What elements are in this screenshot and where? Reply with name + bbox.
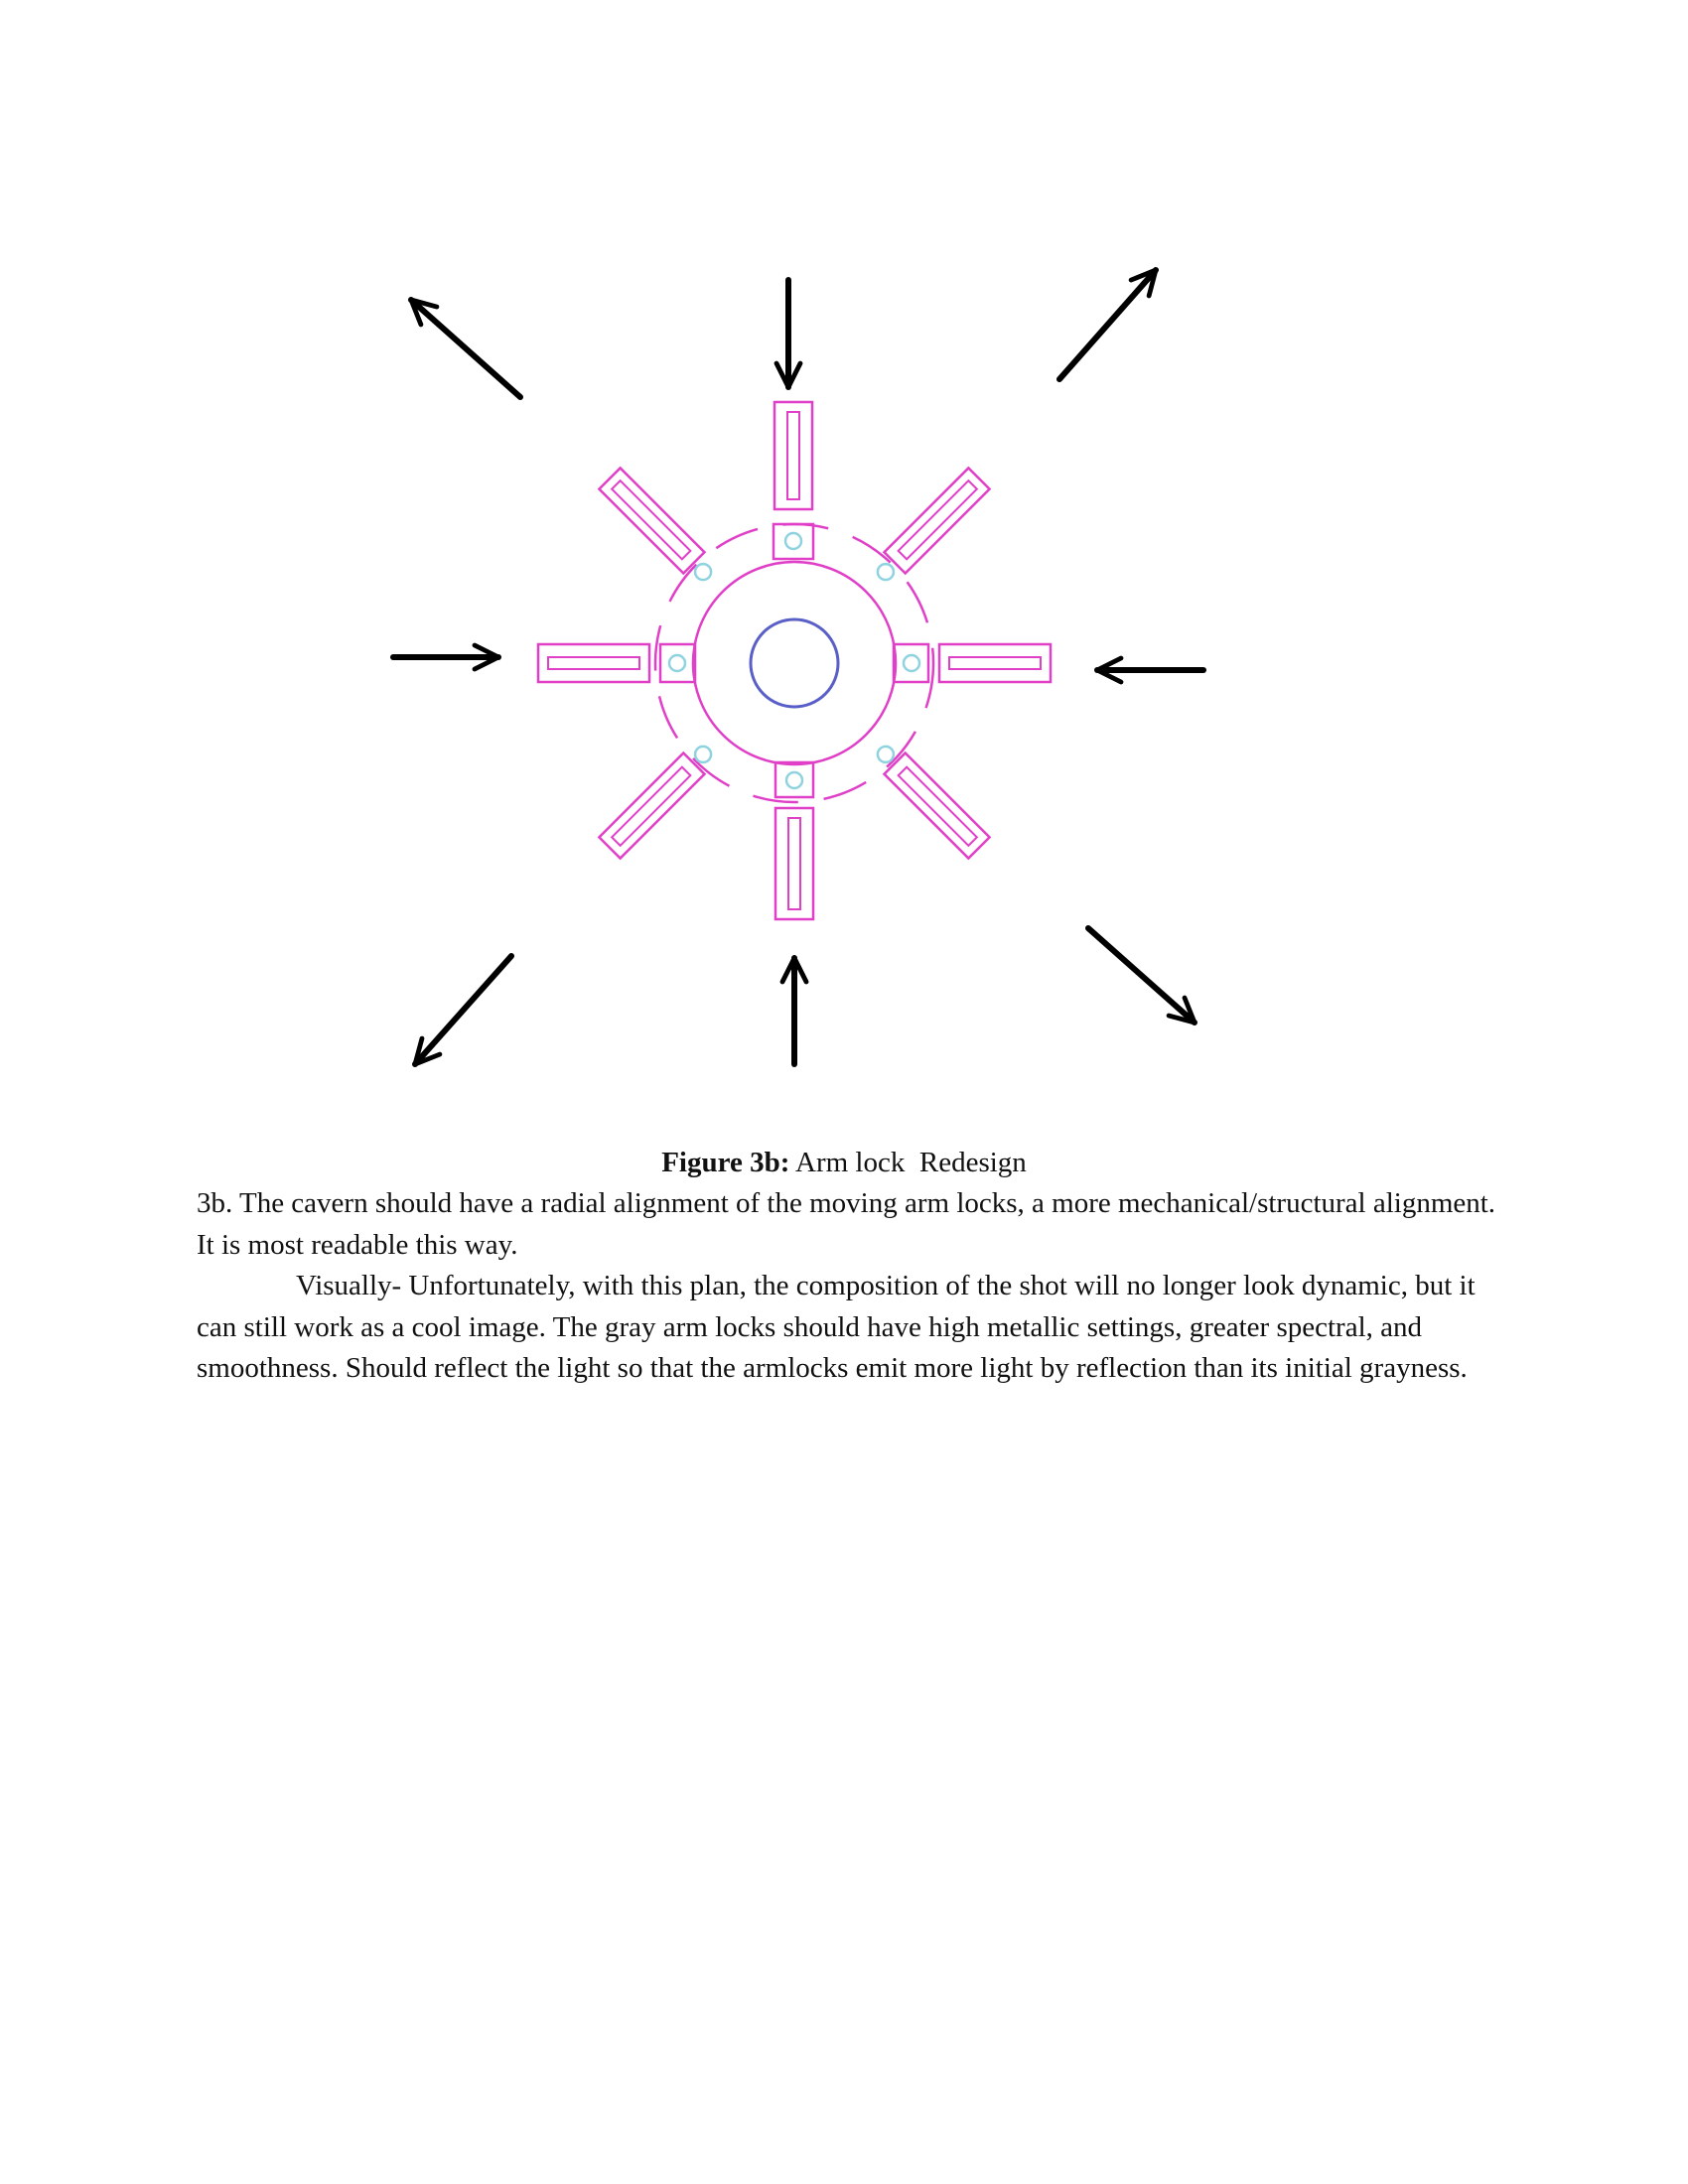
arrow-down-left-icon <box>412 953 514 1067</box>
arm-lock-northeast <box>876 466 992 582</box>
arm-lock-east <box>892 642 1053 684</box>
paragraph-1: 3b. The cavern should have a radial alig… <box>197 1187 1496 1261</box>
arm-lock-diagram <box>390 267 1206 1067</box>
arm-lock-inner <box>787 817 801 910</box>
arm-lock-base <box>772 522 815 561</box>
arm-lock-base <box>774 760 815 799</box>
arm-lock-southeast <box>876 745 992 861</box>
pivot-pin <box>876 745 896 764</box>
arm-lock-outer <box>937 642 1053 684</box>
arm-lock-inner <box>786 411 800 500</box>
arm-lock-outer <box>597 751 707 861</box>
pivot-pin <box>902 653 921 673</box>
arm-lock-west <box>536 642 697 684</box>
arm-lock-inner <box>547 656 640 670</box>
pivot-pin <box>693 562 713 582</box>
arm-lock-south <box>774 760 815 921</box>
inner-ring <box>691 560 898 766</box>
paragraph-2: Visually- Unfortunately, with this plan,… <box>197 1270 1476 1384</box>
pivot-pin <box>667 653 687 673</box>
pivot-pin <box>876 562 896 582</box>
body-text: 3b. The cavern should have a radial alig… <box>197 1183 1497 1390</box>
pivot-pin <box>784 770 804 790</box>
arm-lock-outer <box>882 751 992 861</box>
arm-lock-inner <box>897 765 979 848</box>
arm-lock-inner <box>897 478 979 561</box>
arm-lock-north <box>772 400 815 561</box>
arrow-up-right-icon <box>1056 267 1159 382</box>
arm-lock-northwest <box>597 466 713 582</box>
central-core <box>749 617 840 709</box>
pivot-pin <box>783 531 803 551</box>
arm-lock-inner <box>610 765 692 848</box>
arm-lock-inner <box>610 478 692 561</box>
arm-lock-base <box>658 642 697 684</box>
figure-caption-text: Arm lock Redesign <box>795 1147 1027 1178</box>
arm-lock-outer <box>536 642 651 684</box>
arm-lock-outer <box>774 806 815 921</box>
arm-lock-southwest <box>597 745 713 861</box>
pivot-pin <box>693 745 713 764</box>
arrow-up-left-icon <box>408 297 523 400</box>
arm-lock-outer <box>597 466 707 576</box>
arm-lock-base <box>892 642 930 684</box>
arrow-down-right-icon <box>1085 925 1197 1025</box>
arm-lock-inner <box>948 656 1042 670</box>
figure-caption: Figure 3b: Arm lock Redesign <box>0 1145 1688 1180</box>
figure-caption-label: Figure 3b: <box>661 1147 790 1178</box>
arm-lock-outer <box>882 466 992 576</box>
arm-lock-outer <box>773 400 814 511</box>
